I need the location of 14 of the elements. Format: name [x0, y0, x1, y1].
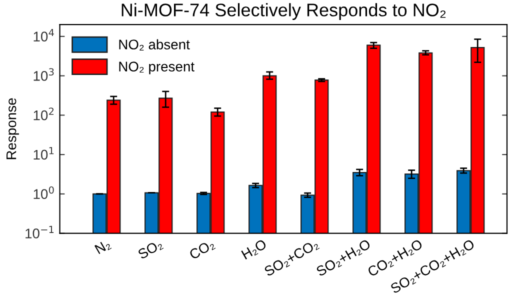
legend-label: NO₂ absent [119, 39, 190, 50]
chart-title: Ni-MOF-74 Selectively Responds to NO₂ [122, 3, 446, 20]
y-tick-label: 10$^{3}$ [34, 68, 54, 81]
legend-label: NO₂ present [119, 62, 194, 74]
x-tick-label: SO₂ [137, 238, 164, 260]
y-axis-title: Response [6, 98, 19, 160]
x-tick-label: N₂ [94, 238, 112, 256]
y-tick-label: 10$^{−1}$ [26, 226, 54, 238]
y-tick-label: 10$^{0}$ [34, 186, 54, 199]
x-tick-label: H₂O [241, 238, 268, 260]
y-tick-label: 10$^{4}$ [34, 28, 54, 42]
y-tick-label: 10$^{1}$ [34, 147, 54, 160]
x-tick-label: CO₂ [188, 238, 216, 261]
y-tick-label: 10$^{2}$ [34, 108, 54, 120]
